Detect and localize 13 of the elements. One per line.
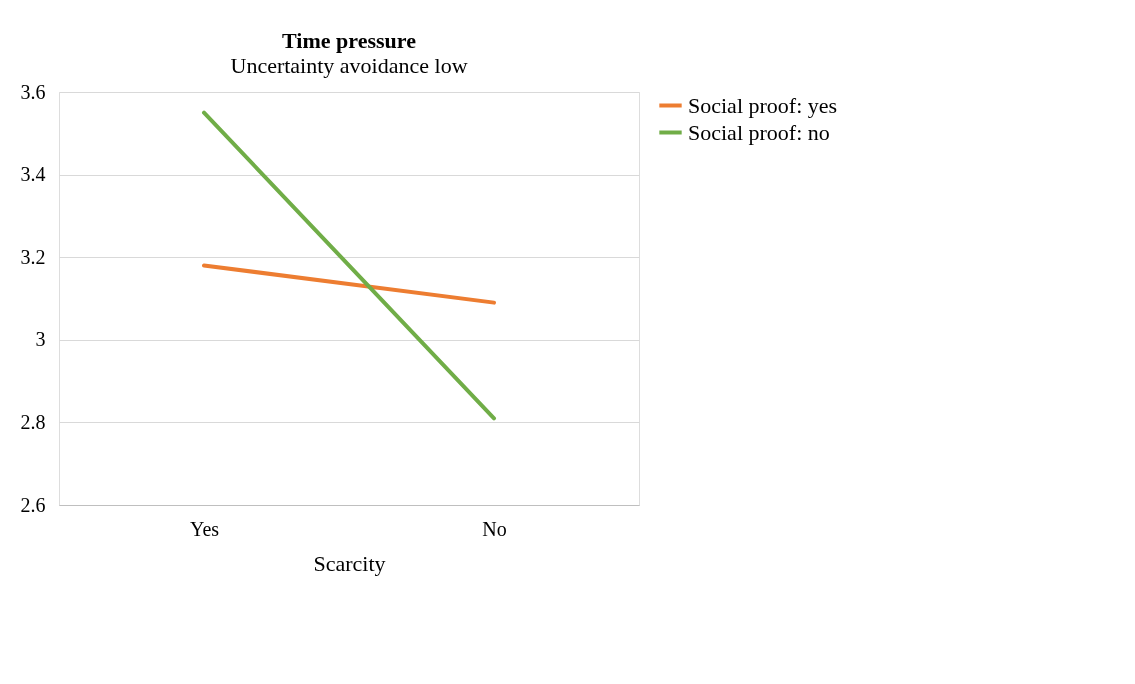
legend-label: Social proof: no: [688, 119, 830, 145]
y-tick-label: 3.6: [20, 80, 46, 103]
x-tick-label: Yes: [189, 517, 220, 540]
y-tick-label: 3: [35, 328, 46, 351]
y-tick-label: 3.4: [20, 163, 46, 186]
chart-title: Time pressure: [282, 28, 417, 53]
x-tick-label: No: [482, 517, 507, 540]
y-tick-label: 3.2: [20, 245, 46, 268]
x-axis-title: Scarcity: [313, 550, 386, 576]
chart-subtitle: Uncertainty avoidance low: [230, 53, 468, 78]
y-tick-label: 2.8: [20, 410, 46, 433]
legend-label: Social proof: yes: [688, 92, 838, 118]
y-tick-label: 2.6: [20, 493, 46, 516]
